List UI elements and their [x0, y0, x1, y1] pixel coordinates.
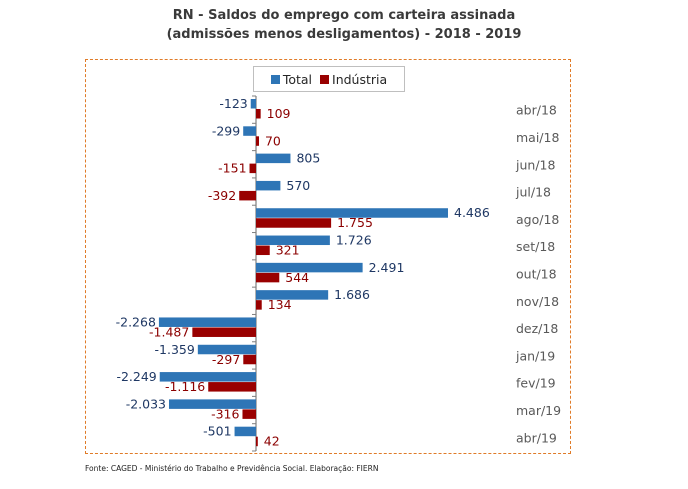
legend: Total Indústria	[253, 66, 405, 92]
data-label-industria: -316	[211, 406, 239, 421]
category-label: dez/18	[516, 321, 558, 336]
category-label: nov/18	[516, 294, 559, 309]
category-label: jan/19	[515, 348, 555, 363]
bar-total	[243, 126, 256, 136]
bar-industria	[256, 436, 258, 447]
legend-item-industria: Indústria	[320, 72, 387, 87]
bar-industria	[208, 382, 256, 392]
legend-item-total: Total	[270, 71, 313, 87]
bar-industria	[256, 300, 262, 310]
bar-total	[158, 317, 256, 327]
category-label: jul/18	[515, 185, 551, 200]
data-label-industria: 544	[285, 270, 309, 285]
chart-frame	[85, 59, 571, 454]
category-label: set/18	[516, 239, 555, 254]
bar-industria	[243, 354, 256, 365]
data-label-total: 1.686	[334, 287, 370, 302]
data-label-total: -501	[203, 424, 231, 439]
data-label-industria: -1.487	[149, 324, 189, 339]
legend-swatch-industria	[320, 74, 330, 84]
legend-label-total: Total	[282, 71, 313, 87]
data-label-industria: -151	[218, 161, 246, 176]
bar-industria	[192, 327, 256, 337]
bar-industria	[249, 163, 256, 174]
category-label: jun/18	[515, 157, 555, 172]
category-label: fev/19	[516, 376, 556, 391]
bar-total	[256, 262, 363, 273]
category-label: abr/18	[516, 103, 557, 118]
bar-total	[168, 399, 256, 409]
bar-total	[197, 344, 256, 355]
data-label-total: 4.486	[454, 205, 490, 220]
bar-total	[256, 208, 448, 218]
bar-total	[234, 426, 256, 437]
bar-total	[256, 290, 329, 300]
data-label-total: -299	[212, 123, 240, 138]
bar-industria	[239, 190, 256, 201]
data-label-total: -123	[219, 96, 247, 111]
bar-industria	[256, 245, 270, 256]
category-label: abr/19	[516, 430, 557, 445]
data-label-industria: 321	[276, 243, 300, 258]
data-label-total: 2.491	[369, 260, 405, 275]
legend-label-industria: Indústria	[332, 71, 388, 87]
data-label-industria: 109	[267, 106, 291, 121]
data-label-industria: 134	[268, 297, 292, 312]
bar-industria	[256, 136, 259, 146]
bar-total	[256, 235, 330, 246]
source-note: Fonte: CAGED - Ministério do Trabalho e …	[85, 464, 379, 473]
bar-total	[159, 372, 256, 382]
bar-total	[256, 180, 281, 191]
legend-swatch-total	[270, 74, 280, 84]
bar-industria	[256, 109, 261, 119]
bar-industria	[242, 409, 256, 419]
data-label-industria: -392	[208, 188, 236, 203]
chart-subtitle: (admissões menos desligamentos) - 2018 -…	[166, 27, 522, 42]
data-label-total: 805	[296, 151, 320, 166]
data-label-industria: 70	[265, 133, 281, 148]
data-label-total: 570	[286, 178, 310, 193]
chart-title: RN - Saldos do emprego com carteira assi…	[172, 8, 516, 23]
data-label-total: -2.249	[116, 369, 156, 384]
data-label-industria: -1.116	[165, 379, 205, 394]
data-label-total: -1.359	[155, 342, 195, 357]
category-label: mar/19	[516, 403, 561, 418]
category-label: mai/18	[516, 130, 559, 145]
data-label-industria: 1.755	[337, 215, 373, 230]
category-label: out/18	[516, 267, 557, 282]
data-label-industria: -297	[212, 352, 240, 367]
bar-total	[250, 99, 256, 109]
category-label: ago/18	[516, 212, 559, 227]
data-label-total: 1.726	[336, 233, 372, 248]
data-label-industria: 42	[264, 434, 280, 449]
bar-total	[256, 153, 291, 164]
data-label-total: -2.033	[126, 396, 166, 411]
bar-industria	[256, 272, 280, 283]
bar-industria	[256, 218, 332, 228]
data-label-total: -2.268	[116, 314, 156, 329]
